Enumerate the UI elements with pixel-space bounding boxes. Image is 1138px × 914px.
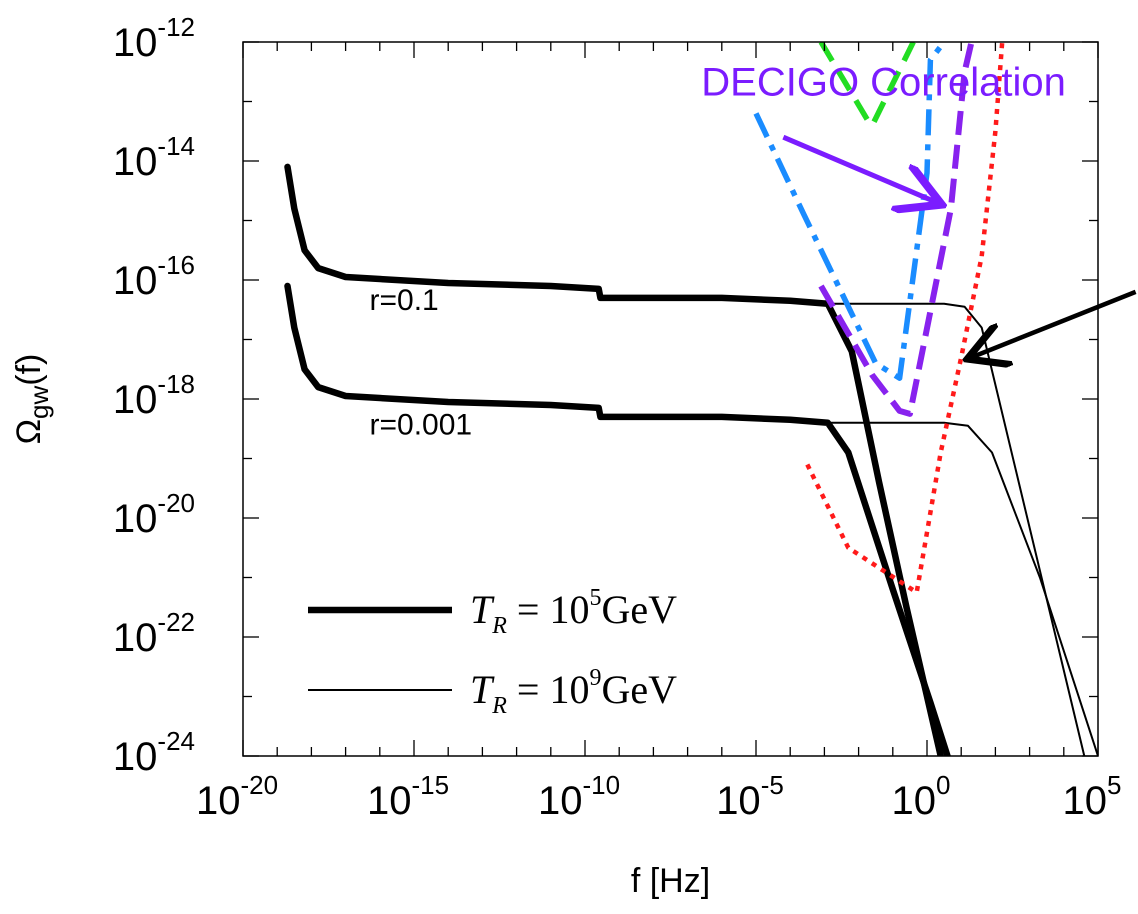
legend-entry-part: = 10 [507, 587, 590, 632]
y-axis-label-tail: (f) [10, 354, 48, 386]
annotation-layer: DECIGO Correlation [701, 61, 1137, 358]
legend-entry-part: T [470, 667, 495, 712]
y-tick-base: 10 [113, 140, 158, 184]
x-tick-label: 10-20 [196, 770, 278, 823]
x-tick-exp: -5 [761, 770, 784, 800]
x-tick-label: 10-10 [538, 770, 620, 823]
y-axis-label: Ωgw(f) [10, 354, 54, 445]
x-tick-labels: 10-20 10-15 10-10 10-5 100 105 [196, 770, 1122, 823]
x-tick-exp: -20 [240, 770, 278, 800]
y-tick-exp: -20 [157, 488, 195, 518]
series-line-thick [284, 282, 951, 756]
x-tick-exp: 0 [936, 770, 950, 800]
y-tick-label: 10-18 [113, 369, 195, 422]
decigo-correlation-label: DECIGO Correlation [701, 61, 1066, 105]
series-line-thin [826, 302, 1086, 756]
curve-label: r=0.001 [370, 409, 473, 442]
decigo-arrow [782, 134, 937, 202]
x-axis-label: f [Hz] [631, 862, 710, 900]
x-tick-label: 100 [892, 770, 951, 823]
legend-entry: TR = 109GeV [470, 665, 677, 719]
y-tick-exp: -22 [157, 607, 195, 637]
y-tick-exp: -16 [157, 250, 195, 280]
y-tick-base: 10 [113, 378, 158, 422]
x-tick-exp: -10 [582, 770, 620, 800]
x-tick-exp: 5 [1107, 770, 1121, 800]
legend-entry-part: T [470, 587, 495, 632]
x-tick-base: 10 [538, 779, 583, 823]
legend-entry-part: GeV [601, 667, 677, 712]
tick-marks [242, 41, 1099, 757]
series-line-dashdot-blue [753, 42, 947, 381]
x-tick-label: 10-5 [716, 770, 784, 823]
legend-entry-part: 5 [589, 585, 601, 611]
y-tick-label: 10-22 [113, 607, 195, 660]
series-line-thick [284, 163, 944, 756]
legend-entry-part: = 10 [507, 667, 590, 712]
series-line-dashed-green [818, 42, 916, 129]
y-axis-label-sub: gw [24, 386, 54, 419]
series-line-dashed-violet [818, 42, 975, 417]
x-tick-label: 105 [1063, 770, 1122, 823]
x-tick-base: 10 [716, 779, 761, 823]
curve-label: r=0.1 [370, 284, 439, 317]
x-tick-base: 10 [196, 779, 241, 823]
legend-entry-part: GeV [601, 587, 677, 632]
series-line-thin [826, 421, 1098, 756]
y-tick-exp: -12 [157, 12, 195, 42]
y-tick-label: 10-20 [113, 488, 195, 541]
x-tick-base: 10 [1063, 779, 1108, 823]
y-tick-label: 10-24 [113, 726, 195, 779]
y-tick-base: 10 [113, 735, 158, 779]
legend-entry-part: 9 [589, 665, 601, 691]
y-tick-label: 10-16 [113, 250, 195, 303]
legend-entry-part: R [491, 693, 507, 719]
legend-entry-part: R [491, 613, 507, 639]
y-tick-exp: -18 [157, 369, 195, 399]
y-tick-base: 10 [113, 259, 158, 303]
legend-entry: TR = 105GeV [470, 585, 677, 639]
y-tick-base: 10 [113, 497, 158, 541]
y-tick-exp: -24 [157, 726, 195, 756]
pointer-arrow [971, 289, 1137, 357]
y-tick-label: 10-14 [113, 131, 195, 184]
y-tick-base: 10 [113, 616, 158, 660]
y-tick-label: 10-12 [113, 12, 195, 65]
curve-labels: r=0.1 r=0.001 [370, 284, 473, 442]
y-tick-exp: -14 [157, 131, 195, 161]
x-tick-base: 10 [367, 779, 412, 823]
y-tick-base: 10 [113, 21, 158, 65]
x-tick-exp: -15 [411, 770, 449, 800]
series-layer [284, 42, 1098, 756]
x-tick-label: 10-15 [367, 770, 449, 823]
series-line-dotted-red [805, 42, 1005, 595]
y-axis-label-main: Ω [10, 419, 48, 444]
x-tick-base: 10 [892, 779, 937, 823]
